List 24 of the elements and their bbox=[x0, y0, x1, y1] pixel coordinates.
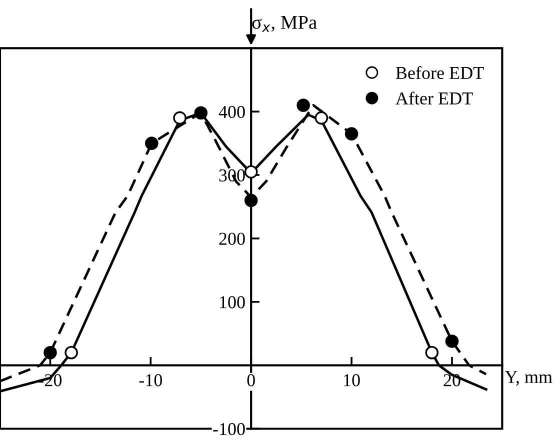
point bbox=[44, 346, 57, 360]
point bbox=[344, 127, 358, 140]
point bbox=[445, 334, 459, 348]
legend-label: Before EDT bbox=[396, 66, 484, 80]
y-tick-label: 200 bbox=[219, 232, 245, 245]
point bbox=[173, 111, 186, 125]
y-tick-label: 300 bbox=[219, 169, 245, 182]
x-tick-label: 10 bbox=[344, 374, 360, 386]
legend-label: After EDT bbox=[396, 92, 473, 105]
y-axis-title: σ$_{x}$, MPa bbox=[252, 16, 317, 32]
y-tick-label: 400 bbox=[218, 106, 245, 118]
point bbox=[244, 165, 258, 179]
point bbox=[64, 346, 78, 360]
point bbox=[244, 194, 258, 208]
y-tick-label: 100 bbox=[220, 296, 245, 308]
point bbox=[194, 106, 208, 120]
x-axis-title: Y, mm bbox=[504, 371, 552, 386]
point bbox=[425, 346, 439, 360]
point bbox=[145, 136, 158, 150]
point bbox=[296, 98, 310, 112]
x-tick-label: -10 bbox=[139, 374, 162, 386]
point bbox=[314, 111, 328, 125]
x-tick-label: 0 bbox=[247, 374, 255, 386]
y-tick-label: -100 bbox=[213, 422, 245, 436]
